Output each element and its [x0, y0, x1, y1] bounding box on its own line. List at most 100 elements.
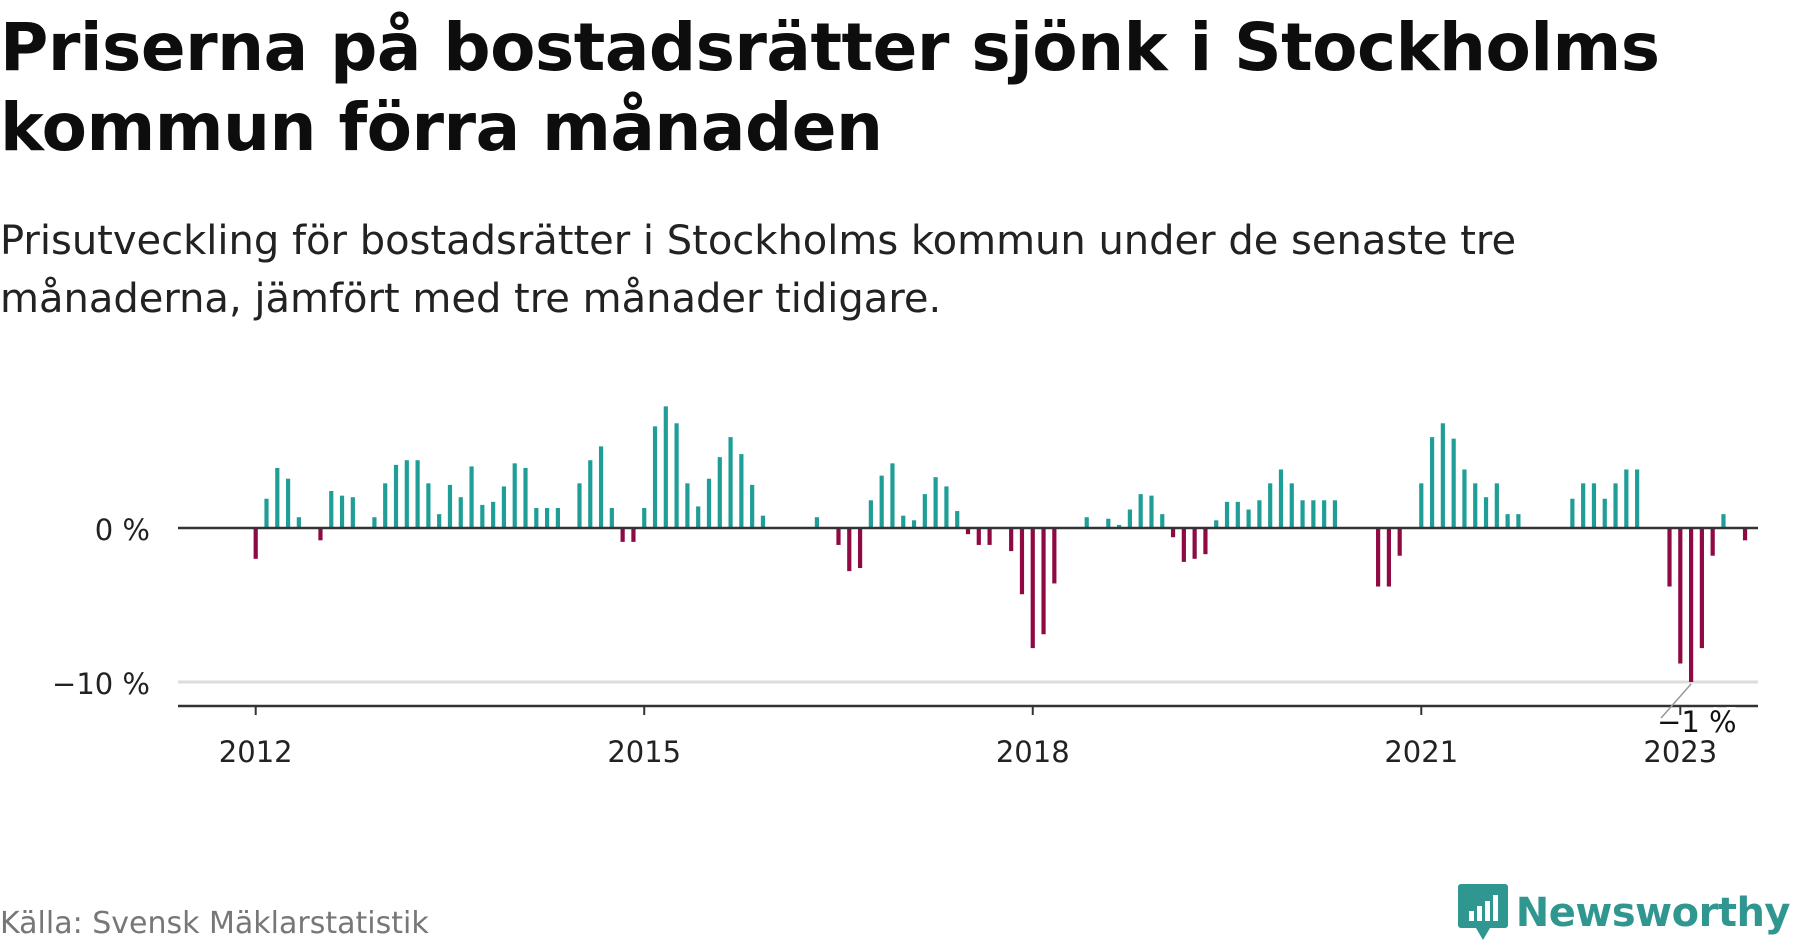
bar-negative — [1699, 528, 1704, 649]
bar-positive — [264, 498, 269, 528]
bar-positive — [296, 517, 301, 528]
bar-positive — [696, 506, 701, 528]
bar-negative — [1710, 528, 1715, 556]
bar-positive — [458, 497, 463, 528]
bar-positive — [922, 494, 927, 528]
bar-positive — [555, 507, 560, 528]
bar-negative — [1009, 528, 1014, 552]
bar-positive — [652, 426, 658, 528]
bar-positive — [275, 467, 280, 528]
bar-positive — [1084, 517, 1089, 528]
bar-positive — [577, 483, 582, 528]
bar-positive — [879, 475, 884, 528]
bar-positive — [1289, 483, 1294, 528]
bar-positive — [1257, 500, 1262, 528]
bar-positive — [393, 464, 399, 528]
newsworthy-logo-text: Newsworthy — [1515, 890, 1791, 936]
newsworthy-logo-icon — [1457, 884, 1508, 940]
y-tick-label: 0 % — [95, 513, 150, 547]
bar-positive — [415, 460, 420, 528]
annotation-leader — [1660, 683, 1692, 719]
bar-positive — [523, 467, 528, 528]
bar-positive — [1429, 437, 1435, 528]
bar-positive — [598, 446, 604, 528]
bar-negative — [1678, 528, 1683, 664]
bar-negative — [965, 528, 971, 535]
source-note: Källa: Svensk Mäklarstatistik — [0, 906, 429, 941]
x-tick-label: 2012 — [219, 735, 293, 769]
bar-positive — [545, 507, 550, 528]
bar-positive — [814, 517, 820, 528]
bar-positive — [1278, 469, 1284, 528]
bar-positive — [447, 484, 453, 528]
bar-negative — [620, 528, 625, 542]
bar-positive — [1300, 500, 1305, 528]
bar-chart: 0 % −10 % 2012 2015 2018 2021 2023−1 % — [52, 406, 1758, 769]
bar-negative — [1192, 528, 1197, 559]
bar-positive — [1160, 514, 1165, 528]
bar-negative — [836, 528, 841, 545]
x-tick-label: 2018 — [996, 735, 1070, 769]
bar-negative — [1052, 528, 1057, 584]
bar-positive — [437, 514, 442, 528]
bar-positive — [728, 437, 733, 528]
bar-positive — [1322, 500, 1327, 528]
bar-positive — [1311, 500, 1316, 528]
x-tick-label: 2015 — [607, 735, 681, 769]
chart-subtitle: Prisutveckling för bostadsrätter i Stock… — [0, 218, 1517, 322]
bar-negative — [318, 528, 323, 541]
bar-positive — [911, 520, 917, 528]
y-tick-label: −10 % — [52, 667, 150, 701]
bar-positive — [1149, 495, 1154, 528]
bar-negative — [1376, 528, 1381, 587]
bar-negative — [987, 528, 992, 545]
newsworthy-logo: Newsworthy — [1457, 884, 1791, 942]
bar-positive — [760, 515, 766, 528]
bar-negative — [1181, 528, 1186, 562]
bar-positive — [339, 495, 345, 528]
bar-positive — [1494, 483, 1499, 528]
bar-negative — [1019, 528, 1025, 595]
bar-positive — [674, 423, 679, 528]
bar-positive — [706, 478, 712, 528]
bar-positive — [426, 483, 431, 528]
bar-positive — [491, 501, 496, 528]
bar-positive — [1721, 514, 1726, 528]
bar-positive — [1419, 483, 1424, 528]
bar-negative — [1030, 528, 1035, 649]
bar-positive — [955, 511, 960, 528]
bar-positive — [372, 517, 377, 528]
bar-positive — [1516, 514, 1521, 528]
bar-negative — [1667, 528, 1672, 587]
bar-positive — [1246, 509, 1251, 528]
x-tick-label: 2023 — [1643, 735, 1717, 769]
bar-positive — [469, 466, 474, 528]
bar-positive — [944, 486, 949, 528]
bar-positive — [1268, 483, 1273, 528]
bar-positive — [1127, 509, 1132, 528]
bar-positive — [609, 507, 614, 528]
bar-negative — [1688, 528, 1694, 682]
bar-positive — [1451, 438, 1456, 528]
bar-positive — [480, 504, 485, 528]
bar-negative — [631, 528, 636, 542]
bar-positive — [534, 507, 539, 528]
bar-positive — [1624, 469, 1629, 528]
bar-negative — [1170, 528, 1176, 538]
bar-positive — [663, 406, 668, 528]
bar-positive — [717, 457, 722, 528]
bar-negative — [1386, 528, 1391, 587]
x-tick-label: 2021 — [1384, 735, 1458, 769]
bar-positive — [1591, 483, 1597, 528]
bar-positive — [1581, 483, 1586, 528]
bar-positive — [890, 463, 895, 528]
bar-positive — [404, 460, 409, 528]
bar-negative — [857, 528, 863, 569]
bar-positive — [1214, 520, 1219, 528]
bar-positive — [1116, 524, 1122, 528]
bar-positive — [1483, 497, 1489, 528]
bar-positive — [1602, 498, 1607, 528]
bar-positive — [350, 497, 355, 528]
bar-positive — [1473, 483, 1478, 528]
bar-positive — [685, 483, 690, 528]
